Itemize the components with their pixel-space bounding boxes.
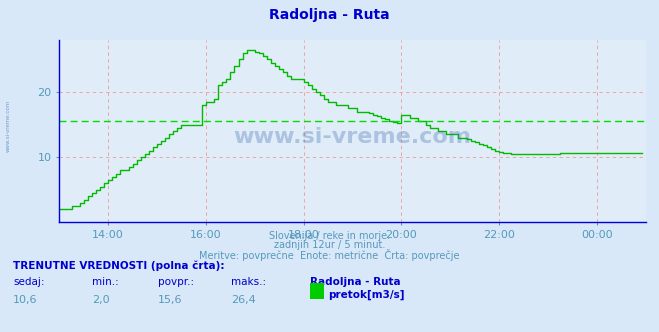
Text: Meritve: povprečne  Enote: metrične  Črta: povprečje: Meritve: povprečne Enote: metrične Črta:… [199,249,460,261]
Text: www.si-vreme.com: www.si-vreme.com [233,126,472,147]
Text: www.si-vreme.com: www.si-vreme.com [5,100,11,152]
Text: Radoljna - Ruta: Radoljna - Ruta [310,277,401,287]
Text: zadnjih 12ur / 5 minut.: zadnjih 12ur / 5 minut. [273,240,386,250]
Text: pretok[m3/s]: pretok[m3/s] [328,290,405,300]
Text: Radoljna - Ruta: Radoljna - Ruta [269,8,390,22]
Text: Slovenija / reke in morje.: Slovenija / reke in morje. [269,231,390,241]
Text: povpr.:: povpr.: [158,277,194,287]
Text: 2,0: 2,0 [92,295,110,305]
Text: TRENUTNE VREDNOSTI (polna črta):: TRENUTNE VREDNOSTI (polna črta): [13,261,225,271]
Text: 10,6: 10,6 [13,295,38,305]
Text: 15,6: 15,6 [158,295,183,305]
Text: sedaj:: sedaj: [13,277,45,287]
Text: maks.:: maks.: [231,277,266,287]
Text: 26,4: 26,4 [231,295,256,305]
Text: min.:: min.: [92,277,119,287]
